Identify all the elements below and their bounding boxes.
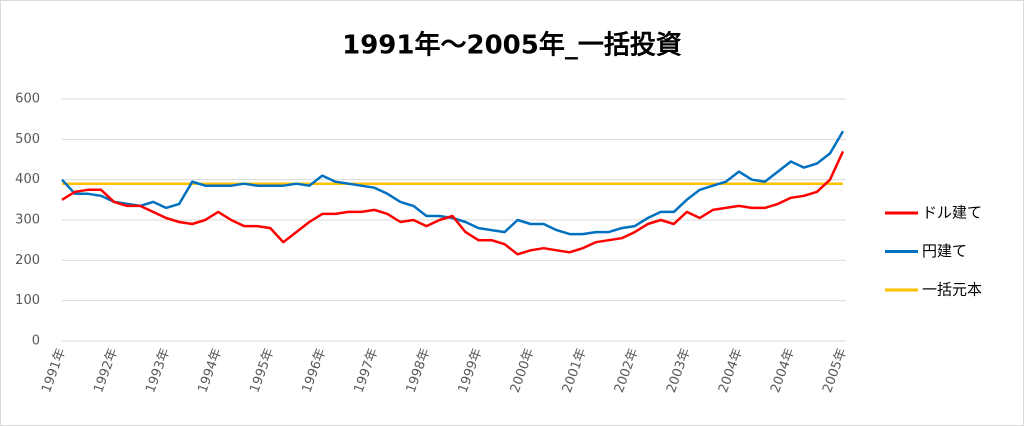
y-tick-label: 100 [15, 293, 40, 308]
legend-label: 一括元本 [922, 281, 982, 299]
series-line [61, 130, 845, 236]
y-tick-label: 500 [15, 132, 40, 147]
legend-label: ドル建て [922, 204, 982, 222]
y-tick-label: 300 [15, 213, 40, 228]
y-tick-label: 400 [15, 172, 40, 187]
y-tick-label: 200 [15, 253, 40, 268]
legend-label: 円建て [922, 242, 967, 260]
chart-title: 1991年～2005年_一括投資 [342, 30, 682, 61]
y-tick-label: 0 [32, 334, 40, 349]
series-line [61, 150, 845, 256]
y-tick-label: 600 [15, 92, 40, 107]
